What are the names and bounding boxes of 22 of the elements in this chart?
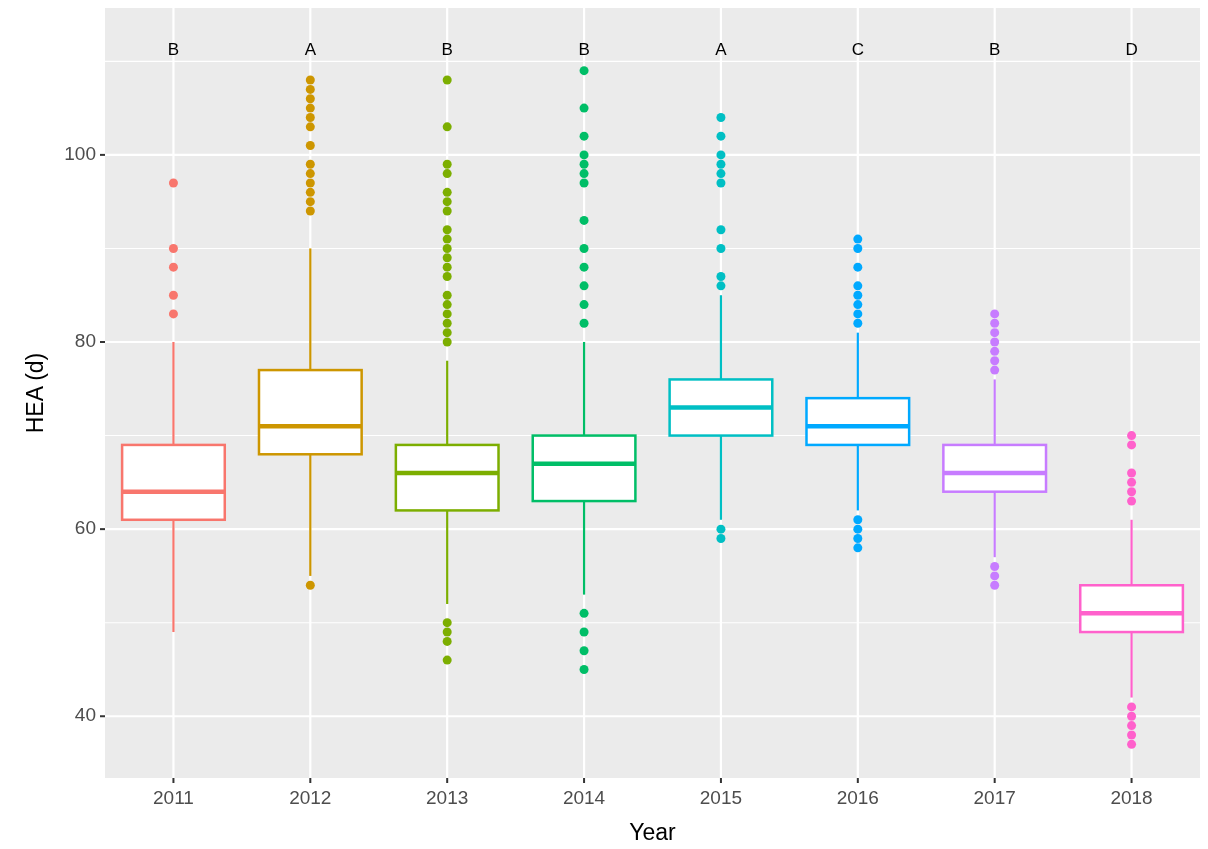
x-tick-label: 2012 bbox=[289, 787, 332, 808]
y-tick-label: 80 bbox=[74, 330, 96, 352]
x-tick-label: 2011 bbox=[153, 787, 194, 808]
annotation: B bbox=[167, 40, 180, 60]
x-tick-label: 2018 bbox=[1110, 787, 1153, 808]
x-tick-label: 2013 bbox=[426, 787, 469, 808]
x-tick-label: 2016 bbox=[836, 787, 879, 808]
y-tick-label: 40 bbox=[74, 704, 96, 726]
annotation: B bbox=[989, 40, 1001, 60]
annotation: C bbox=[851, 40, 864, 60]
annotation: B bbox=[441, 40, 453, 60]
x-axis-title: Year bbox=[629, 819, 677, 845]
annotation: D bbox=[1125, 40, 1138, 60]
y-axis-title: HEA (d) bbox=[22, 352, 48, 434]
y-tick-label: 60 bbox=[74, 517, 96, 539]
x-tick-label: 2015 bbox=[699, 787, 743, 808]
y-tick-label: 100 bbox=[64, 142, 96, 164]
annotation: A bbox=[304, 40, 317, 60]
x-tick-label: 2017 bbox=[973, 787, 1016, 808]
annotation: B bbox=[578, 40, 590, 60]
x-tick-label: 2014 bbox=[562, 787, 606, 808]
annotation: A bbox=[715, 40, 728, 60]
